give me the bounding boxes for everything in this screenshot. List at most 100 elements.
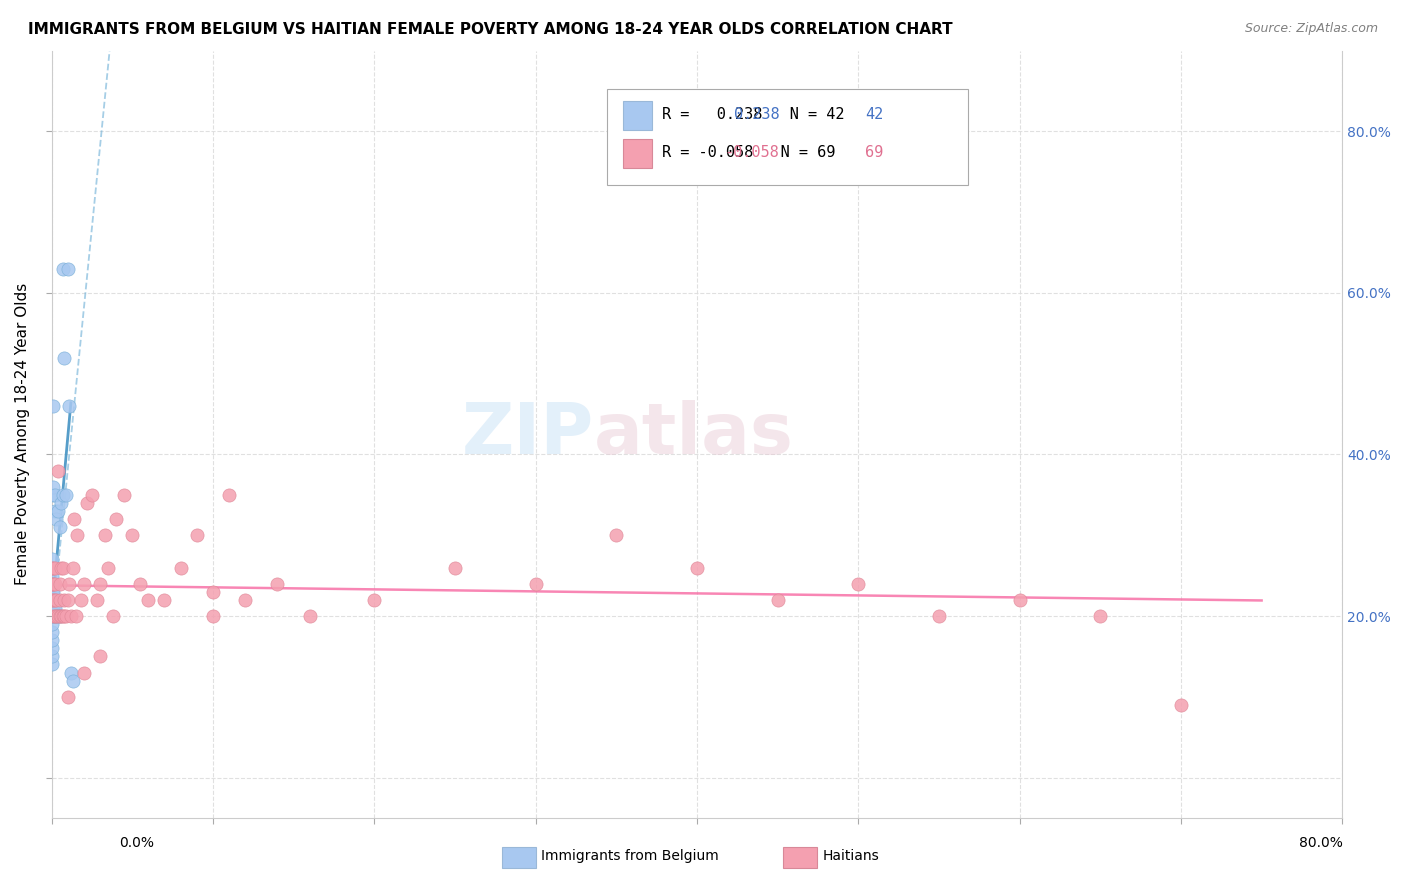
Point [59,665,82,680]
Point [44,488,66,502]
Point [928,609,950,624]
Point [52,560,75,574]
Text: 80.0%: 80.0% [1299,836,1343,850]
Point [62,673,84,688]
FancyBboxPatch shape [606,89,967,185]
Point [65,609,87,624]
Point [44,560,66,574]
Point [41,568,63,582]
Point [41,617,63,632]
Bar [623,101,652,129]
Point [41,552,63,566]
Point [94,528,117,542]
Point [44,592,66,607]
Y-axis label: Female Poverty Among 18-24 Year Olds: Female Poverty Among 18-24 Year Olds [15,283,30,585]
Point [52,609,75,624]
Point [56,592,79,607]
Point [51,609,73,624]
Point [45,512,67,526]
Point [51,496,73,510]
Point [46,504,69,518]
Point [44,504,66,518]
Point [48,520,70,534]
Point [136,592,159,607]
Point [56,261,79,276]
Point [41,657,63,672]
Point [73,576,96,591]
Point [53,609,76,624]
Point [605,528,627,542]
Point [89,576,111,591]
Text: 0.238: 0.238 [734,107,780,122]
Point [48,576,70,591]
Point [169,560,191,574]
Point [41,592,63,607]
Point [46,464,69,478]
Text: IMMIGRANTS FROM BELGIUM VS HAITIAN FEMALE POVERTY AMONG 18-24 YEAR OLDS CORRELAT: IMMIGRANTS FROM BELGIUM VS HAITIAN FEMAL… [28,22,953,37]
Point [42,576,65,591]
Point [76,496,98,510]
Point [1008,592,1031,607]
Point [42,480,65,494]
Point [42,399,65,413]
Point [766,592,789,607]
Text: Source: ZipAtlas.com: Source: ZipAtlas.com [1244,22,1378,36]
Point [266,576,288,591]
Point [112,488,135,502]
Point [41,601,63,615]
Point [105,512,128,526]
Text: 69: 69 [865,145,883,161]
Point [52,261,75,276]
Point [55,488,77,502]
Point [86,592,108,607]
Point [121,528,143,542]
Text: atlas: atlas [593,400,793,469]
Point [218,488,240,502]
Point [41,576,63,591]
Point [41,609,63,624]
Point [42,601,65,615]
Point [201,584,224,599]
Point [363,592,385,607]
Point [41,609,63,624]
Point [52,488,75,502]
Text: -0.058: -0.058 [724,145,779,161]
Point [45,609,67,624]
Point [42,584,65,599]
Point [51,560,73,574]
Point [233,592,256,607]
Point [48,609,70,624]
Point [201,609,224,624]
Point [46,609,69,624]
Bar [623,139,652,168]
Point [1170,698,1192,712]
Point [89,649,111,664]
Point [59,609,82,624]
Point [41,560,63,574]
Point [41,576,63,591]
Point [298,609,321,624]
Point [1090,609,1112,624]
Point [42,609,65,624]
Point [444,560,467,574]
Point [41,560,63,574]
Point [42,488,65,502]
Point [44,609,66,624]
Point [44,609,66,624]
Point [46,609,69,624]
Text: 0.0%: 0.0% [120,836,155,850]
Point [129,576,152,591]
Text: R = -0.058   N = 69: R = -0.058 N = 69 [662,145,835,161]
Point [41,625,63,640]
Point [41,584,63,599]
Point [63,512,86,526]
Point [66,528,89,542]
Text: 42: 42 [865,107,883,122]
Point [44,601,66,615]
Point [41,592,63,607]
Point [41,641,63,656]
Point [524,576,547,591]
Point [58,576,80,591]
Text: R =   0.238   N = 42: R = 0.238 N = 42 [662,107,845,122]
Point [101,609,124,624]
